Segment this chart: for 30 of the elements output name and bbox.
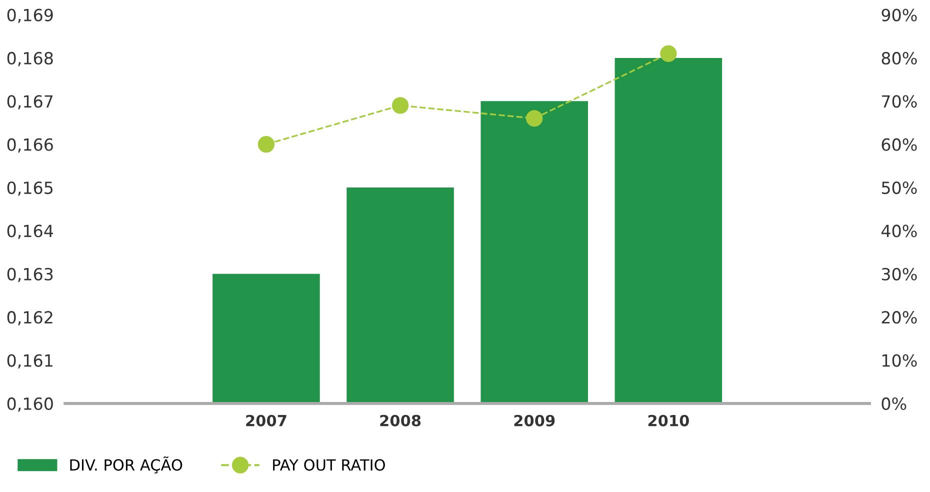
y-tick-label: 0,165 bbox=[7, 181, 53, 196]
legend-label: PAY OUT RATIO bbox=[273, 459, 385, 471]
x-tick-label: 2009 bbox=[514, 414, 555, 426]
y2-tick-label: 10% bbox=[882, 354, 917, 367]
y2-tick-label: 40% bbox=[881, 224, 917, 238]
y2-tick-label: 0% bbox=[882, 397, 906, 410]
x-tick-label: 2007 bbox=[246, 414, 286, 426]
y-tick-label: 0,166 bbox=[7, 138, 53, 153]
x-tick-label: 2010 bbox=[648, 414, 689, 426]
y2-tick-label: 80% bbox=[882, 52, 917, 65]
y2-tick-label: 60% bbox=[882, 138, 917, 151]
point bbox=[392, 97, 409, 114]
y-tick-label: 0,162 bbox=[7, 311, 52, 326]
point bbox=[258, 136, 275, 153]
point bbox=[660, 45, 677, 62]
y-tick-label: 0,161 bbox=[7, 354, 52, 369]
y-tick-label: 0,169 bbox=[7, 8, 53, 24]
y2-tick-label: 50% bbox=[882, 181, 917, 194]
legend-label: DIV. POR AÇÃO bbox=[70, 456, 182, 474]
y2-tick-label: 20% bbox=[882, 311, 917, 324]
y-tick-label: 0,164 bbox=[7, 224, 54, 239]
y-tick-label: 0,168 bbox=[7, 52, 53, 66]
y-tick-label: 0,167 bbox=[7, 95, 53, 110]
y2-tick-label: 90% bbox=[882, 8, 917, 22]
point bbox=[526, 110, 543, 127]
y-tick-label: 0,160 bbox=[7, 397, 53, 412]
x-tick-label: 2008 bbox=[380, 414, 421, 426]
y2-tick-label: 70% bbox=[882, 95, 917, 108]
y2-tick-label: 30% bbox=[882, 268, 917, 280]
y-tick-label: 0,163 bbox=[7, 268, 53, 282]
